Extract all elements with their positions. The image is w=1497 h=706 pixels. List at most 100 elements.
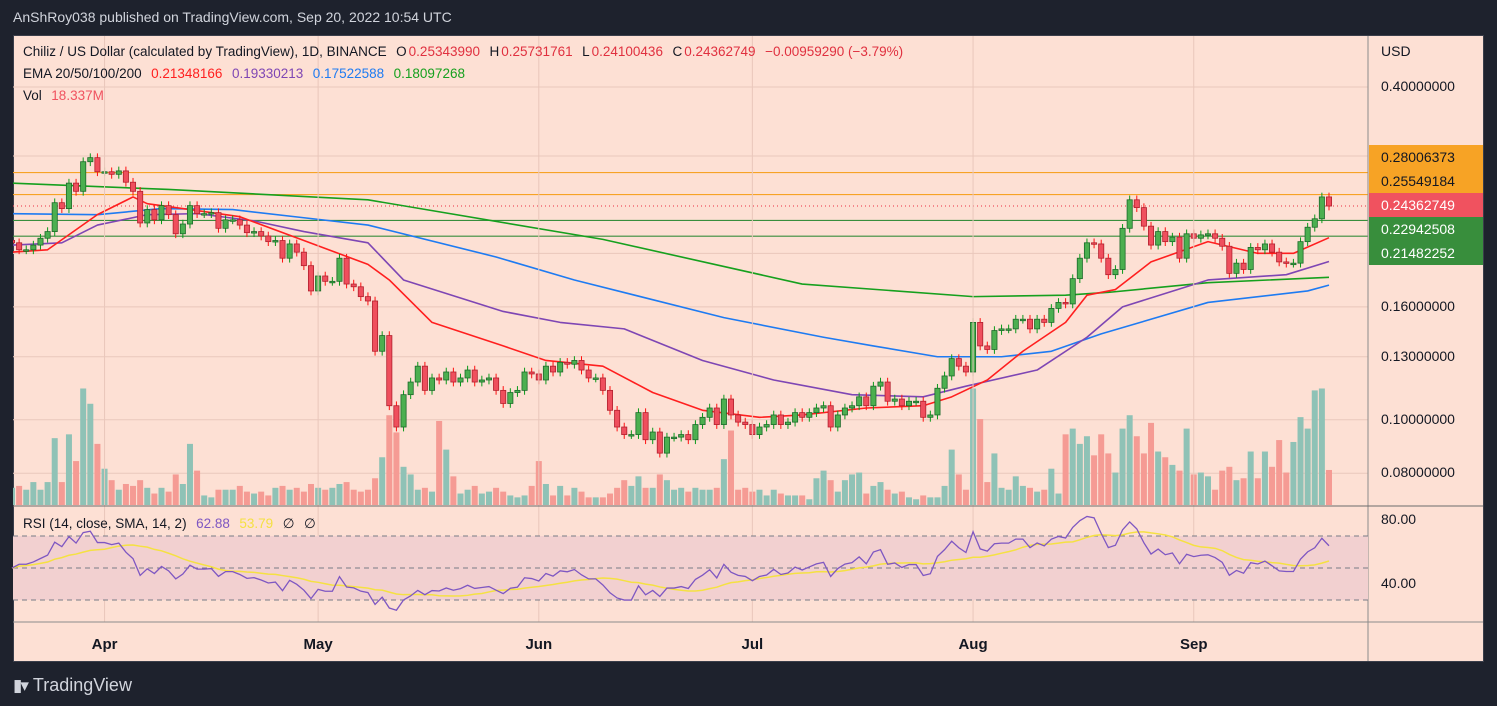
candle-body xyxy=(1133,199,1140,209)
candle xyxy=(1126,195,1133,233)
candle-body xyxy=(485,377,492,381)
candle xyxy=(678,430,685,442)
candle-body xyxy=(393,405,400,428)
candle-body xyxy=(236,219,243,226)
candle xyxy=(606,386,613,415)
candle xyxy=(877,377,884,391)
candle-body xyxy=(429,377,436,391)
volume-bar xyxy=(905,497,912,505)
volume-bar xyxy=(1112,472,1119,505)
candle-body xyxy=(592,377,599,380)
volume-bar xyxy=(1311,390,1318,505)
volume-bar xyxy=(265,495,272,505)
candle xyxy=(478,375,485,387)
candle xyxy=(443,367,450,385)
candle-body xyxy=(1226,245,1233,274)
candle-body xyxy=(614,409,621,428)
footer-brand[interactable]: ▮▾ TradingView xyxy=(13,675,132,696)
candle xyxy=(663,432,670,458)
change-value: −0.00959290 (−3.79%) xyxy=(765,44,904,59)
candle-body xyxy=(1005,328,1012,331)
volume-bar xyxy=(991,453,998,505)
symbol-title[interactable]: Chiliz / US Dollar (calculated by Tradin… xyxy=(23,44,387,59)
candle xyxy=(642,408,649,445)
candle xyxy=(870,381,877,411)
candle xyxy=(699,413,706,429)
candle-body xyxy=(799,412,806,418)
candle xyxy=(884,377,891,406)
candle xyxy=(913,396,920,406)
volume-bar xyxy=(65,434,72,505)
candle-body xyxy=(1212,233,1219,239)
price-tick: 0.08000000 xyxy=(1381,464,1455,481)
candle xyxy=(1326,192,1333,211)
candle xyxy=(493,373,500,395)
candle-body xyxy=(1162,231,1169,243)
volume-bar xyxy=(827,480,834,505)
candle xyxy=(336,253,343,286)
candle-body xyxy=(1105,257,1112,276)
candle-body xyxy=(827,405,834,428)
candle-body xyxy=(770,414,777,425)
volume-bar xyxy=(656,474,663,505)
candle-body xyxy=(763,424,770,428)
candle xyxy=(962,361,969,377)
candle-body xyxy=(158,205,165,221)
candle xyxy=(977,318,984,351)
candle xyxy=(1212,229,1219,243)
candle xyxy=(770,410,777,429)
volume-bar xyxy=(678,487,685,505)
candle-body xyxy=(265,235,272,243)
candle xyxy=(372,296,379,356)
vol-label: Vol xyxy=(23,88,42,103)
volume-bar xyxy=(1005,489,1012,505)
candle-body xyxy=(1119,227,1126,270)
candle xyxy=(236,215,243,230)
candle-body xyxy=(1083,242,1090,259)
volume-bar xyxy=(1126,415,1133,505)
candle-body xyxy=(1055,302,1062,309)
candle xyxy=(407,377,414,400)
volume-bar xyxy=(44,482,51,505)
ema-legend[interactable]: EMA 20/50/100/200 0.21348166 0.19330213 … xyxy=(23,66,467,81)
volume-bar xyxy=(1069,428,1076,505)
volume-bar xyxy=(1297,417,1304,505)
candle-body xyxy=(671,436,678,440)
candle-body xyxy=(23,249,30,252)
volume-bar xyxy=(1162,457,1169,505)
volume-bar xyxy=(870,485,877,505)
candle-body xyxy=(720,398,727,425)
volume-bar xyxy=(599,497,606,505)
candle xyxy=(635,408,642,439)
candle xyxy=(1183,229,1190,263)
candle xyxy=(13,240,15,244)
candle-body xyxy=(201,213,208,216)
candle xyxy=(471,365,478,387)
brand-name: TradingView xyxy=(32,675,132,695)
candle xyxy=(1297,237,1304,268)
volume-bar xyxy=(1048,468,1055,505)
candle xyxy=(1162,227,1169,247)
candle-body xyxy=(372,300,379,352)
volume-legend[interactable]: Vol 18.337M xyxy=(23,88,106,103)
rsi-legend[interactable]: RSI (14, close, SMA, 14, 2) 62.88 53.79 … xyxy=(23,516,318,532)
candle-body xyxy=(300,251,307,267)
candle xyxy=(1041,314,1048,327)
candle-body xyxy=(1091,242,1098,245)
volume-bar xyxy=(1083,436,1090,505)
volume-bar xyxy=(614,487,621,505)
volume-bar xyxy=(955,474,962,505)
candle xyxy=(73,178,80,196)
volume-bar xyxy=(763,495,770,505)
volume-bar xyxy=(1119,428,1126,505)
price-level-label: 0.28006373 xyxy=(1369,145,1483,169)
candle-body xyxy=(557,361,564,373)
volume-bar xyxy=(80,388,87,505)
candle xyxy=(222,215,229,233)
candle xyxy=(856,392,863,411)
candle-body xyxy=(1069,278,1076,305)
open-value: 0.25343990 xyxy=(408,44,480,59)
candle-body xyxy=(955,358,962,367)
volume-bar xyxy=(414,489,421,505)
